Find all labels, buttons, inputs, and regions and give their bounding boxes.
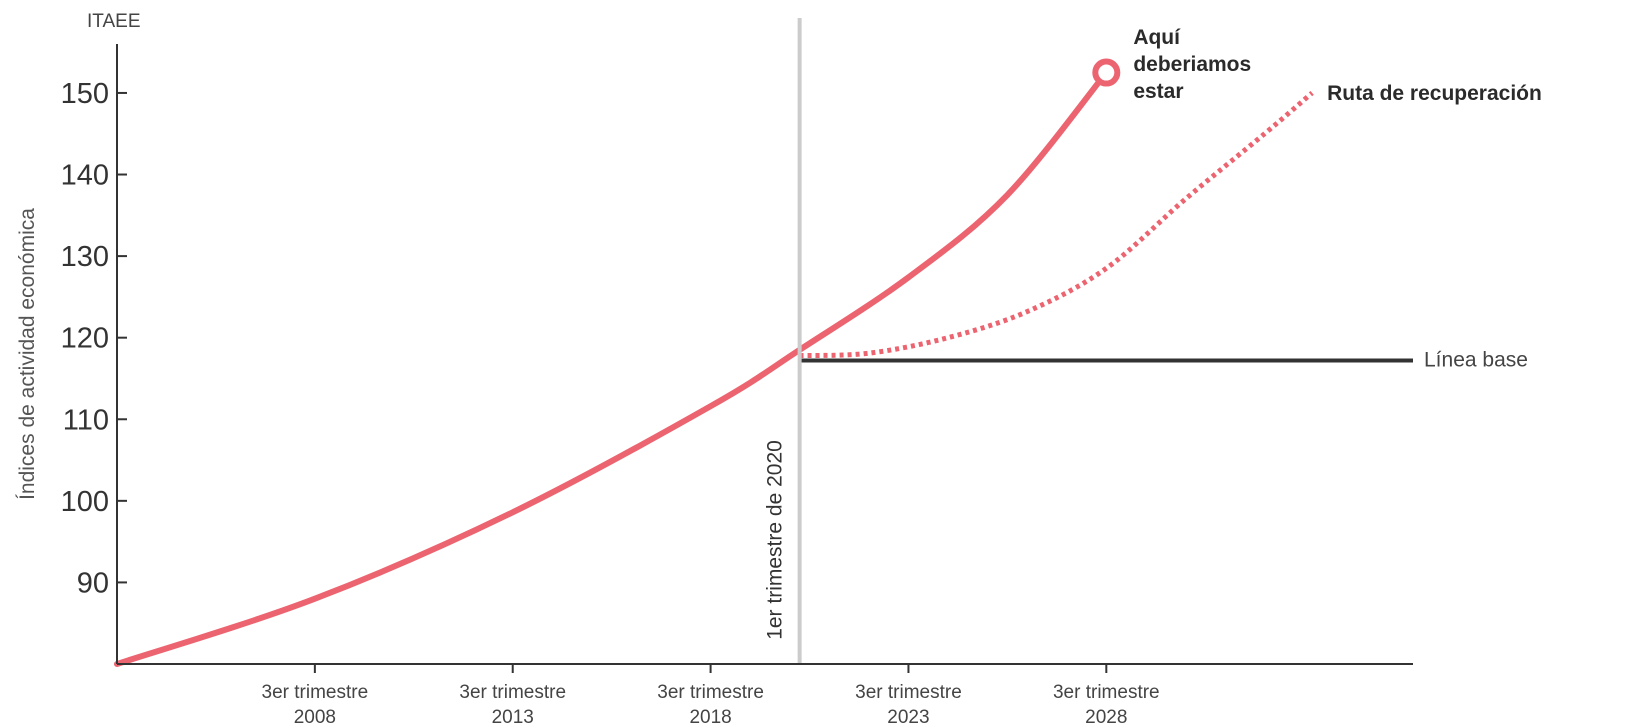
endpoint-label-line: Aquí <box>1133 26 1181 49</box>
unit-label: ITAEE <box>87 11 141 32</box>
series-line-historical <box>114 69 1110 667</box>
y-tick-label: 130 <box>61 241 109 273</box>
endpoint-label-line: estar <box>1133 80 1183 103</box>
x-tick-label: 3er trimestre <box>262 682 369 703</box>
x-axis-ticks: 3er trimestre 2008 3er trimestre 2013 3er tr… <box>262 664 1160 724</box>
series-layer <box>114 69 1413 667</box>
x-tick-label: 2023 <box>887 707 929 724</box>
y-tick-label: 120 <box>61 323 109 355</box>
y-tick-label: 140 <box>61 160 109 192</box>
x-tick-label: 2028 <box>1085 707 1127 724</box>
y-axis-ticks: 90 100 110 120 130 140 150 <box>61 78 127 599</box>
vertical-marker-label: 1er trimestre de 2020 <box>764 440 787 640</box>
endpoint-label-line: deberiamos <box>1133 53 1251 76</box>
x-tick-label: 2008 <box>294 707 336 724</box>
x-tick-label: 3er trimestre <box>855 682 962 703</box>
y-tick-label: 110 <box>63 404 109 436</box>
x-tick-label: 3er trimestre <box>1053 682 1160 703</box>
y-tick-label: 150 <box>61 78 109 110</box>
x-tick-label: 3er trimestre <box>657 682 764 703</box>
endpoint-marker <box>1092 58 1121 87</box>
x-tick-label: 3er trimestre <box>459 682 566 703</box>
recovery-path-label: Ruta de recuperación <box>1327 82 1542 105</box>
series-line-recovery <box>799 91 1314 359</box>
y-tick-label: 100 <box>61 486 109 518</box>
y-tick-label: 90 <box>77 567 109 599</box>
y-axis-title: Índices de actividad económica <box>16 208 39 500</box>
baseline-label: Línea base <box>1424 349 1528 372</box>
x-tick-label: 2018 <box>689 707 731 724</box>
x-tick-label: 2013 <box>492 707 534 724</box>
endpoint-annotation: Aquí deberiamos estar <box>1092 26 1251 103</box>
